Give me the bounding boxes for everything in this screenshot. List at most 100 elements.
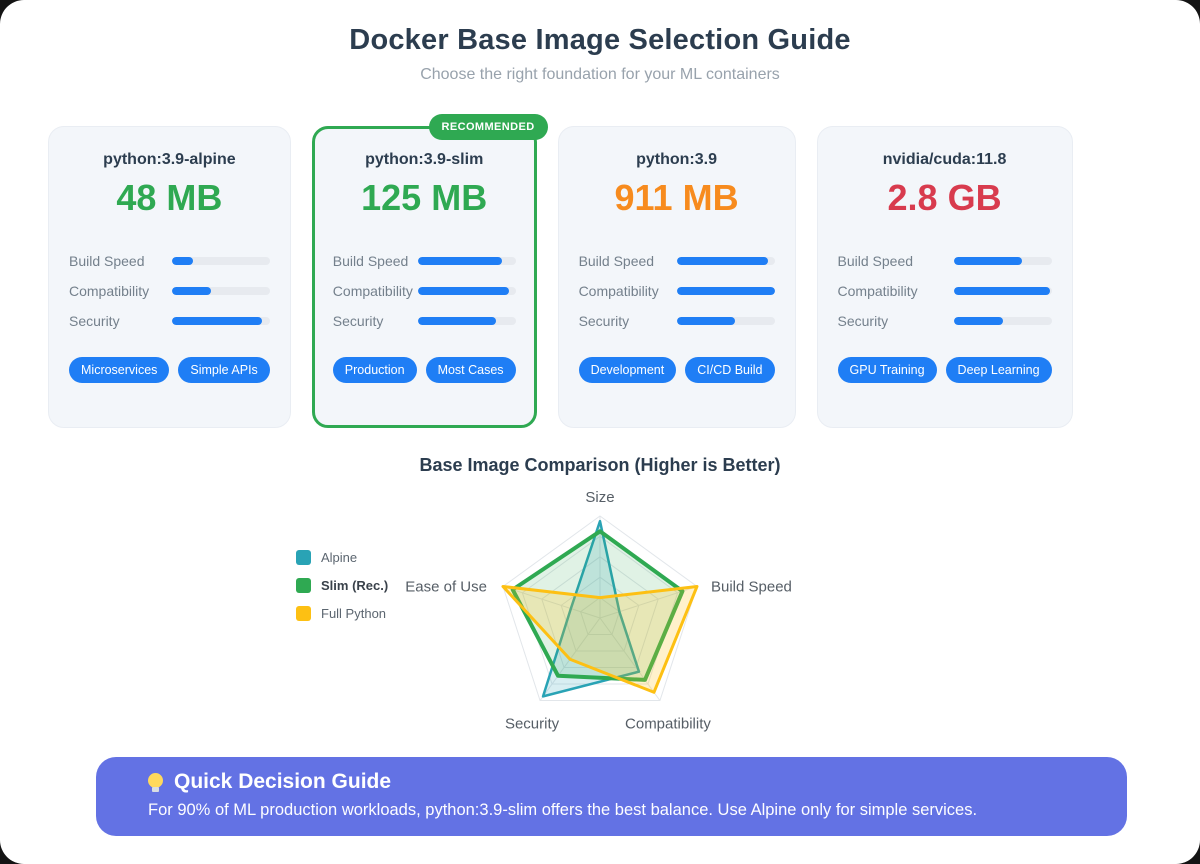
card-python-slim: RECOMMENDED python:3.9-slim 125 MB Build…: [311, 114, 548, 428]
radar-chart-section: Base Image Comparison (Higher is Better)…: [0, 455, 1200, 757]
radar-grid-ring: [580, 596, 620, 636]
metric-row: Security: [333, 313, 516, 329]
page-subtitle: Choose the right foundation for your ML …: [420, 66, 780, 83]
metric-bar-fill: [171, 317, 262, 325]
metric-bar-fill: [171, 257, 194, 265]
metrics: Build Speed Compatibility Security: [838, 253, 1052, 329]
metric-bar: [953, 317, 1052, 325]
metric-row: Compatibility: [333, 283, 516, 299]
legend-item[interactable]: Slim (Rec.): [296, 575, 388, 595]
metric-row: Compatibility: [838, 283, 1052, 299]
image-size: 48 MB: [116, 177, 223, 218]
metric-bar-fill: [676, 257, 768, 265]
metric-bar: [676, 317, 775, 325]
legend-swatch: [296, 549, 311, 565]
image-size: 125 MB: [361, 177, 488, 218]
radar-spoke: [502, 586, 601, 619]
image-size: 911 MB: [614, 177, 739, 218]
tag-chip[interactable]: Deep Learning: [945, 357, 1052, 383]
banner-title: Quick Decision Guide: [174, 770, 392, 793]
radar-grid-ring: [502, 515, 698, 702]
metric-row: Build Speed: [69, 253, 270, 269]
image-name: python:3.9: [636, 151, 717, 168]
metric-label: Compatibility: [332, 283, 413, 299]
tags: GPU Training Deep Learning: [837, 357, 1052, 383]
legend-swatch: [296, 577, 311, 593]
radar-spoke: [599, 617, 661, 701]
metric-label: Compatibility: [837, 283, 918, 299]
card-nvidia-cuda: nvidia/cuda:11.8 2.8 GB Build Speed Comp…: [816, 126, 1073, 428]
metric-bar-fill: [171, 287, 211, 295]
metric-bar: [171, 287, 270, 295]
metric-row: Compatibility: [579, 283, 775, 299]
page-title: Docker Base Image Selection Guide: [349, 24, 851, 56]
metric-bar-fill: [417, 287, 509, 295]
metric-bar: [953, 257, 1052, 265]
tag-chip[interactable]: Development: [578, 357, 677, 383]
radar-axis-label: Size: [585, 489, 614, 506]
metric-label: Security: [837, 313, 889, 329]
metric-row: Security: [579, 313, 775, 329]
metrics: Build Speed Compatibility Security: [579, 253, 775, 329]
tag-chip[interactable]: GPU Training: [837, 357, 937, 383]
banner-text: For 90% of ML production workloads, pyth…: [148, 801, 978, 819]
metric-row: Build Speed: [333, 253, 516, 269]
metric-label: Build Speed: [578, 253, 655, 269]
tags: Production Most Cases: [332, 357, 516, 383]
header: Docker Base Image Selection Guide Choose…: [0, 0, 1200, 84]
radar-axis-label: Security: [505, 716, 560, 733]
metric-label: Security: [578, 313, 630, 329]
lightbulb-icon: [148, 772, 163, 792]
metric-bar-fill: [676, 317, 736, 325]
banner-heading: Quick Decision Guide: [148, 770, 1107, 794]
metric-row: Build Speed: [579, 253, 775, 269]
metric-bar-fill: [676, 287, 775, 295]
tag-chip[interactable]: CI/CD Build: [685, 357, 775, 383]
radar-grid-ring: [560, 576, 640, 652]
legend-item[interactable]: Full Python: [296, 603, 388, 623]
metric-bar: [417, 317, 516, 325]
tag-chip[interactable]: Most Cases: [425, 357, 516, 383]
recommended-badge: RECOMMENDED: [428, 114, 548, 140]
legend-item[interactable]: Alpine: [296, 547, 388, 567]
metrics: Build Speed Compatibility Security: [69, 253, 270, 329]
radar-axis-label: Build Speed: [711, 578, 792, 595]
image-cards-row: python:3.9-alpine 48 MB Build Speed Comp…: [48, 114, 1073, 428]
metric-bar: [676, 287, 775, 295]
metrics: Build Speed Compatibility Security: [333, 253, 516, 329]
metric-bar: [676, 257, 775, 265]
card-python-full: python:3.9 911 MB Build Speed Compatibil…: [557, 126, 796, 428]
metric-bar: [417, 287, 516, 295]
legend-label: Alpine: [321, 549, 358, 565]
tag-chip[interactable]: Microservices: [69, 357, 170, 383]
metric-bar-fill: [417, 257, 502, 265]
tag-chip[interactable]: Simple APIs: [178, 357, 270, 383]
legend-label: Full Python: [321, 605, 387, 621]
tags: Microservices Simple APIs: [69, 357, 270, 383]
decision-guide-banner: Quick Decision Guide For 90% of ML produ…: [96, 757, 1127, 836]
metric-bar-fill: [417, 317, 496, 325]
metric-row: Security: [69, 313, 270, 329]
tag-chip[interactable]: Production: [332, 357, 417, 383]
metric-label: Build Speed: [69, 253, 145, 269]
radar-series-full-python: [501, 584, 699, 694]
chart-legend: Alpine Slim (Rec.) Full Python: [296, 547, 388, 631]
radar-axis-label: Compatibility: [625, 716, 711, 733]
radar-axis-label: Ease of Use: [405, 578, 487, 595]
metric-label: Compatibility: [69, 283, 150, 299]
radar-chart: Size Build Speed Compatibility Security Ease…: [405, 489, 792, 733]
metric-label: Security: [332, 313, 384, 329]
metric-label: Security: [69, 313, 120, 329]
metric-bar-fill: [953, 257, 1023, 265]
image-size: 2.8 GB: [887, 177, 1002, 218]
image-name: python:3.9-slim: [365, 151, 484, 168]
metric-row: Build Speed: [838, 253, 1052, 269]
metric-row: Compatibility: [69, 283, 270, 299]
metric-label: Build Speed: [332, 253, 409, 269]
metric-bar-fill: [953, 317, 1003, 325]
metric-label: Build Speed: [837, 253, 914, 269]
image-name: python:3.9-alpine: [103, 151, 236, 168]
legend-label: Slim (Rec.): [321, 577, 389, 593]
radar-grid-ring: [521, 535, 679, 685]
